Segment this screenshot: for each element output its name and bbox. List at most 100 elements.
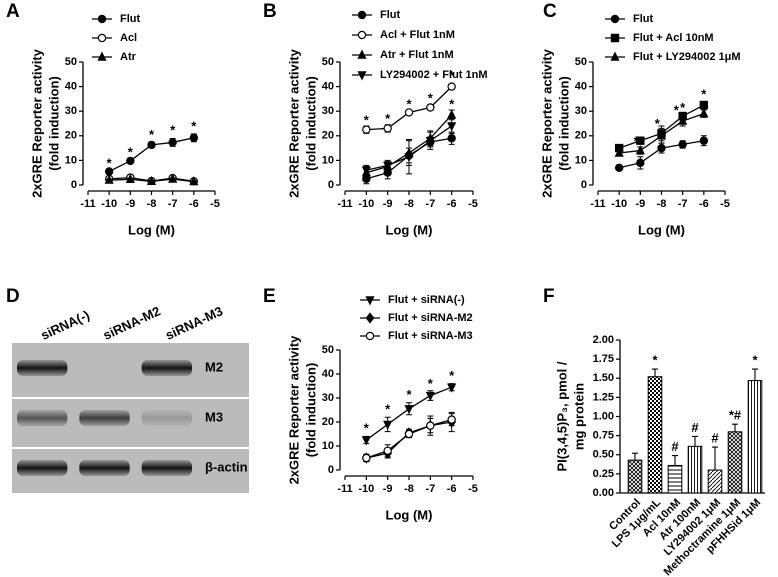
y-tick-label: 30 — [322, 105, 334, 117]
marker — [426, 103, 435, 112]
x-tick-label: -11 — [337, 198, 352, 210]
legend-marker — [610, 14, 620, 24]
y-axis-label: 2xGRE Reporter activity — [29, 48, 44, 198]
annotation: * — [191, 119, 197, 134]
y-tick-label: 20 — [575, 130, 587, 142]
marker — [614, 147, 624, 157]
legend-marker — [610, 33, 620, 43]
error-bar — [752, 368, 758, 381]
panel-label: A — [6, 1, 20, 22]
legend-label: Flut — [380, 9, 400, 21]
legend-label: Atr + Flut 1nM — [380, 49, 454, 61]
legend-marker — [357, 71, 367, 81]
blot-band — [141, 360, 192, 376]
blot-band — [79, 410, 130, 426]
legend-marker — [357, 30, 367, 40]
legend-label: Acl + Flut 1nM — [380, 29, 455, 41]
lane-label: siRNA(-) — [38, 307, 91, 343]
y-tick-label: 40 — [322, 368, 334, 380]
marker — [361, 436, 371, 446]
marker — [657, 143, 666, 153]
legend-label: Flut — [120, 13, 140, 25]
annotation: * — [701, 99, 707, 114]
annotation: * — [701, 87, 707, 102]
legend-label: Flut + Acl 10nM — [633, 32, 714, 44]
annotation: * — [385, 111, 391, 126]
panel-label: E — [263, 286, 276, 307]
marker — [447, 122, 457, 132]
marker — [447, 415, 456, 424]
legend-label: Flut + siRNA-M3 — [388, 330, 473, 342]
marker — [189, 176, 199, 186]
x-tick-label: -7 — [678, 198, 688, 210]
x-tick-label: -11 — [590, 198, 605, 210]
x-axis-label: Log (M) — [638, 222, 685, 237]
bar — [667, 464, 683, 494]
annotation: * — [634, 133, 640, 148]
x-tick-label: -8 — [657, 198, 667, 210]
x-tick-label: -5 — [720, 198, 730, 210]
x-tick-label: -9 — [125, 198, 135, 210]
panel-label: F — [543, 286, 555, 307]
annotation: * — [652, 353, 658, 368]
marker — [636, 158, 645, 168]
annotation: * — [655, 116, 661, 131]
annotation: # — [671, 439, 679, 454]
y-tick-label: 1.00 — [593, 410, 614, 422]
marker — [146, 175, 157, 186]
legend-label: LY294002 + Flut 1nM — [380, 69, 488, 81]
marker — [636, 136, 645, 145]
blot-band — [17, 410, 68, 426]
y-tick-label: 50 — [65, 56, 77, 68]
annotation: * — [680, 100, 686, 115]
legend-label: Flut + siRNA-M2 — [388, 312, 473, 324]
panel-label: B — [263, 1, 277, 22]
marker — [447, 134, 456, 143]
blot-band — [17, 460, 68, 476]
marker — [447, 82, 456, 91]
y-tick-label: 20 — [65, 130, 77, 142]
annotation: * — [406, 96, 412, 111]
annotation: * — [449, 68, 455, 83]
marker — [383, 420, 393, 430]
y-tick-label: 10 — [322, 440, 334, 452]
row-label: M2 — [205, 359, 223, 374]
legend-marker — [357, 49, 367, 59]
blot-band — [141, 460, 192, 476]
legend-marker — [610, 51, 620, 61]
x-axis-label: Log (M) — [386, 222, 433, 237]
panel-label: D — [6, 286, 20, 307]
error-bar — [652, 368, 658, 377]
marker — [678, 140, 687, 149]
annotation: * — [752, 353, 758, 368]
marker — [404, 153, 414, 163]
y-axis-label: PI(3,4,5)P₃, pmol / — [554, 361, 569, 471]
y-axis-label: (fold induction) — [303, 76, 318, 171]
x-tick-label: -10 — [358, 483, 374, 495]
error-bar — [732, 423, 738, 432]
annotation: * — [149, 127, 155, 142]
x-tick-label: -7 — [425, 198, 435, 210]
x-axis-label: Log (M) — [386, 507, 433, 522]
annotation: * — [428, 90, 434, 105]
y-tick-label: 40 — [322, 81, 334, 93]
annotation: * — [364, 421, 370, 436]
marker — [425, 137, 435, 147]
lane-label: siRNA-M3 — [163, 303, 225, 343]
y-tick-label: 40 — [575, 81, 587, 93]
marker — [189, 133, 199, 142]
marker — [147, 140, 156, 150]
annotation: * — [428, 376, 434, 391]
legend-marker — [365, 331, 375, 341]
panel-label: C — [543, 1, 557, 22]
annotation: *# — [729, 408, 742, 423]
x-tick-label: -5 — [210, 198, 220, 210]
legend-marker — [97, 33, 107, 43]
y-tick-label: 1.75 — [593, 353, 614, 365]
y-tick-label: 20 — [322, 416, 334, 428]
y-tick-label: 20 — [322, 130, 334, 142]
y-axis-label: 2xGRE Reporter activity — [286, 48, 301, 198]
x-tick-label: -11 — [337, 483, 352, 495]
annotation: * — [107, 156, 113, 171]
